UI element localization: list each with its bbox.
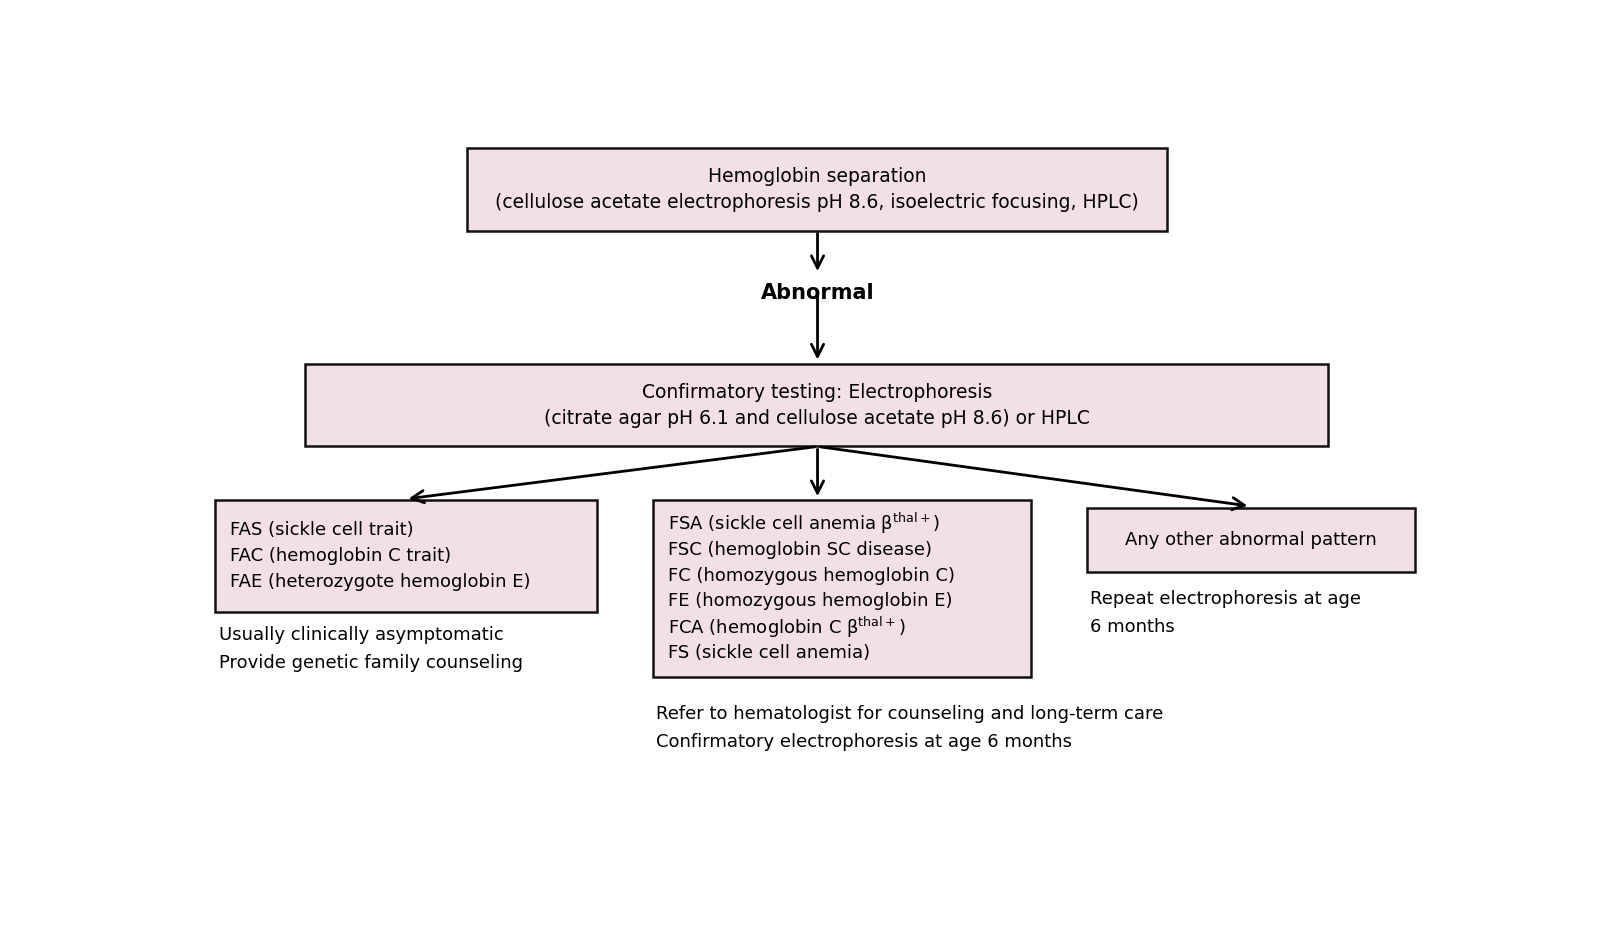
FancyBboxPatch shape (653, 501, 1030, 676)
Text: Repeat electrophoresis at age: Repeat electrophoresis at age (1090, 590, 1362, 608)
Text: FAS (sickle cell trait): FAS (sickle cell trait) (230, 521, 414, 539)
Text: (citrate agar pH 6.1 and cellulose acetate pH 8.6) or HPLC: (citrate agar pH 6.1 and cellulose aceta… (544, 408, 1090, 428)
Text: 6 months: 6 months (1090, 617, 1174, 636)
Text: (cellulose acetate electrophoresis pH 8.6, isoelectric focusing, HPLC): (cellulose acetate electrophoresis pH 8.… (494, 192, 1139, 212)
Text: FAE (heterozygote hemoglobin E): FAE (heterozygote hemoglobin E) (230, 573, 531, 591)
Text: FSA (sickle cell anemia β$^{\mathregular{thal+}}$): FSA (sickle cell anemia β$^{\mathregular… (667, 511, 939, 536)
Text: Usually clinically asymptomatic: Usually clinically asymptomatic (219, 627, 504, 644)
FancyBboxPatch shape (306, 363, 1328, 446)
Text: Confirmatory electrophoresis at age 6 months: Confirmatory electrophoresis at age 6 mo… (656, 733, 1072, 751)
Text: FS (sickle cell anemia): FS (sickle cell anemia) (667, 644, 870, 662)
FancyBboxPatch shape (467, 149, 1166, 231)
Text: FC (homozygous hemoglobin C): FC (homozygous hemoglobin C) (667, 567, 955, 585)
Text: FAC (hemoglobin C trait): FAC (hemoglobin C trait) (230, 547, 451, 565)
FancyBboxPatch shape (1086, 508, 1416, 573)
Text: Any other abnormal pattern: Any other abnormal pattern (1125, 531, 1376, 549)
Text: Hemoglobin separation: Hemoglobin separation (707, 167, 926, 186)
FancyBboxPatch shape (214, 501, 597, 612)
Text: Abnormal: Abnormal (760, 283, 874, 304)
Text: Refer to hematologist for counseling and long-term care: Refer to hematologist for counseling and… (656, 705, 1163, 724)
Text: FSC (hemoglobin SC disease): FSC (hemoglobin SC disease) (667, 541, 931, 559)
Text: FCA (hemoglobin C β$^{\mathregular{thal+}}$): FCA (hemoglobin C β$^{\mathregular{thal+… (667, 615, 906, 640)
Text: Confirmatory testing: Electrophoresis: Confirmatory testing: Electrophoresis (642, 383, 992, 402)
Text: FE (homozygous hemoglobin E): FE (homozygous hemoglobin E) (667, 592, 952, 611)
Text: Provide genetic family counseling: Provide genetic family counseling (219, 654, 523, 672)
